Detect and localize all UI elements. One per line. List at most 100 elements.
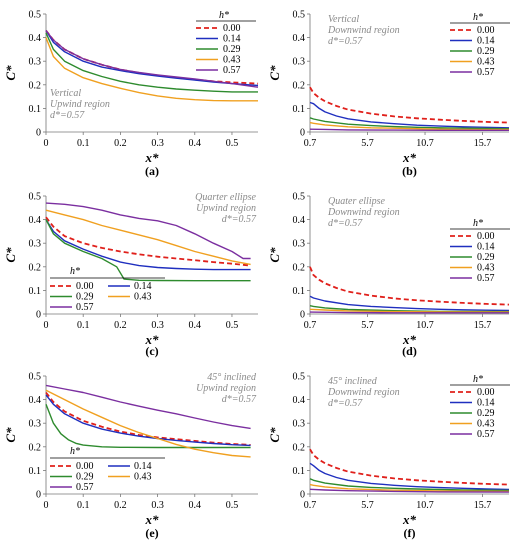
legend-label: 0.43 [477,419,495,430]
annotation-line: d*=0.57 [50,110,85,121]
series-line-0-29 [45,219,251,282]
y-tick-label: 0.3 [293,419,306,430]
annotation-line: Quarter ellipse [195,192,256,203]
y-axis-title: C* [3,427,18,443]
annotation-line: Upwind region [196,383,256,394]
legend-label: 0.57 [76,482,94,493]
y-tick-label: 0.4 [293,215,306,226]
legend-title: h* [473,374,483,385]
legend-label: 0.29 [477,408,495,419]
annotation-line: 45° inclined [207,372,257,383]
x-tick-label: 0 [44,138,49,149]
x-axis-title: x* [402,150,417,165]
y-tick-label: 0.3 [29,419,42,430]
series-line-0-00 [309,266,510,306]
series-line-0-29 [45,404,251,449]
y-tick-label: 0.5 [293,372,306,383]
legend-label: 0.29 [76,472,94,483]
x-tick-label: 15.7 [474,500,492,511]
legend-title: h* [473,218,483,229]
series-line-0-14 [45,394,251,447]
y-tick-label: 0.5 [293,10,306,21]
panel-c: 0 0.1 0.2 0.3 0.4 0.5 0 0.1 0.2 0.3 0.4 0.5 C* x* Quar… [3,192,258,358]
annotation-line: 45° inclined [328,376,378,387]
y-tick-label: 0.5 [29,192,42,203]
x-tick-label: 0.1 [77,138,90,149]
x-tick-label: 0.5 [226,500,239,511]
x-axis-title: x* [402,332,417,347]
series-line-0-00 [309,448,510,486]
legend-label: 0.57 [477,67,495,78]
series-line-0-57 [45,30,259,88]
series-line-0-57 [309,311,509,314]
annotation-line: Upwind region [196,203,256,214]
y-tick-label: 0.1 [29,466,42,477]
series-line-0-43 [309,308,510,313]
legend: h*0.000.140.290.430.57 [450,12,510,78]
annotation-line: d*=0.57 [222,214,257,225]
series-line-0-57 [309,128,509,132]
series-line-0-14 [309,462,510,491]
series-line-0-57 [45,202,251,260]
legend-label: 0.14 [477,398,495,409]
legend-label: 0.43 [134,292,152,303]
panel-label: (e) [145,526,158,540]
y-tick-label: 0.2 [293,262,306,273]
legend-label: 0.00 [76,281,94,292]
series-line-0-43 [309,121,509,131]
x-tick-label: 0.1 [77,500,90,511]
x-tick-label: 0.2 [114,320,127,331]
x-tick-label: 0.3 [151,138,164,149]
annotation-line: Downwind region [327,207,400,218]
x-tick-label: 0.4 [189,320,202,331]
legend-label: 0.14 [134,281,152,292]
x-axis-title: x* [145,332,160,347]
series-line-0-57 [309,488,510,493]
legend-label: 0.14 [477,242,495,253]
series-line-0-00 [45,391,251,446]
annotation-line: Downwind region [327,387,400,398]
x-tick-label: 0.5 [226,138,239,149]
y-tick-label: 0.2 [29,262,42,273]
panel-e: 0 0.1 0.2 0.3 0.4 0.5 0 0.1 0.2 0.3 0.4 0.5 C* x* 45° … [3,372,258,540]
x-tick-label: 0.7 [304,500,317,511]
legend-label: 0.57 [76,302,94,313]
legend-label: 0.14 [477,36,495,47]
y-tick-label: 0.1 [29,104,42,115]
y-tick-label: 0.2 [29,80,42,91]
x-tick-label: 0.5 [226,320,239,331]
series-line-0-00 [309,86,510,124]
series-line-0-14 [309,101,510,129]
legend-title: h* [70,266,80,277]
series-line-0-14 [45,219,251,271]
legend-label: 0.14 [134,461,152,472]
panel-a: 0 0.1 0.2 0.3 0.4 0.5 0 0.1 0.2 0.3 0.4 0.5 C* x* Vert… [3,10,259,178]
y-tick-label: 0.4 [29,33,42,44]
legend-label: 0.43 [134,472,152,483]
panel-f: 0 0.1 0.2 0.3 0.4 0.5 0.7 5.7 10.7 15.7 C* x* 45° in… [267,372,510,540]
legend-label: 0.00 [477,25,495,36]
y-tick-label: 0.4 [293,33,306,44]
x-tick-label: 0.4 [189,138,202,149]
legend-label: 0.00 [76,461,94,472]
y-tick-label: 0.1 [293,466,306,477]
y-tick-label: 0.3 [29,57,42,68]
annotation-line: Vertical [328,14,359,25]
legend-label: 0.29 [477,252,495,263]
series-line-0-00 [45,216,251,267]
y-axis-title: C* [3,247,18,263]
annotation-line: Upwind region [50,99,110,110]
annotation-line: Vertical [50,88,81,99]
panel-b: 0 0.1 0.2 0.3 0.4 0.5 0.7 5.7 10.7 15.7 C* x* Vertic… [267,10,510,178]
legend-label: 0.57 [477,273,495,284]
legend-label: 0.43 [477,57,495,68]
legend-label: 0.29 [223,44,241,55]
y-tick-label: 0.4 [29,215,42,226]
series-line-0-43 [45,389,251,458]
legend: h*0.000.140.290.430.57 [450,218,510,284]
y-tick-label: 0.5 [29,372,42,383]
legend: h*0.000.140.290.430.57 [196,10,256,76]
x-tick-label: 0 [44,320,49,331]
